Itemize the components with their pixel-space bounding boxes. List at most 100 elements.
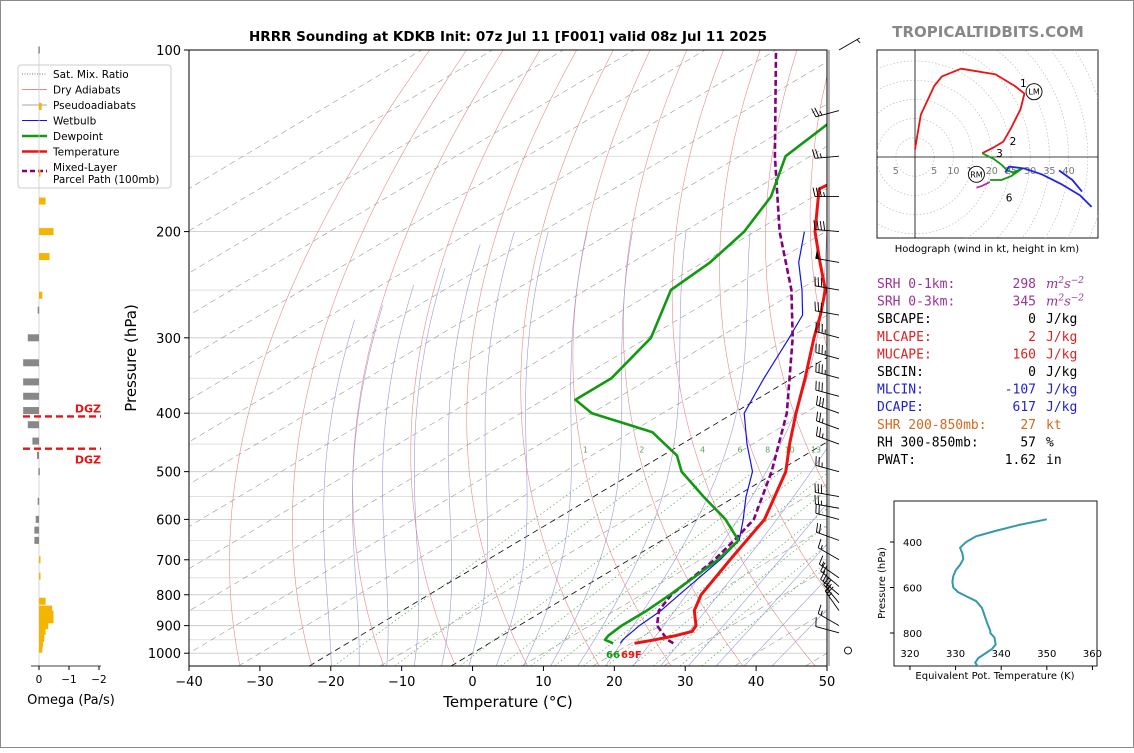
index-unit: J/kg <box>1046 330 1077 345</box>
y-tick-label: 600 <box>156 513 181 528</box>
omega-bar <box>23 393 39 400</box>
theta-e-y-tick-label: 800 <box>903 629 922 640</box>
barb-full-flag <box>815 108 819 116</box>
index-value: -107 <box>1005 383 1036 398</box>
mixing-ratio-line <box>531 472 781 666</box>
barb-staff <box>818 548 839 560</box>
barb-half-flag <box>822 433 823 438</box>
hodograph-height-label: 3 <box>996 148 1003 160</box>
dry-adiabat-line <box>672 50 815 666</box>
surface-dewpoint-label: 66 <box>606 650 620 661</box>
legend-label-parcel: Mixed-Layer <box>53 162 118 174</box>
moist-adiabat-line <box>442 244 481 666</box>
omega-bar <box>38 498 40 505</box>
index-value: 0 <box>1028 312 1036 327</box>
mixing-ratio-line <box>501 472 754 666</box>
barb-staff <box>818 614 839 626</box>
index-unit: m2s−2 <box>1046 294 1084 310</box>
index-label: RH 300-850mb: <box>877 435 979 450</box>
legend-label-wetbulb: Wetbulb <box>53 116 97 128</box>
barb-staff <box>816 436 839 444</box>
wind-barb <box>814 220 839 231</box>
moist-adiabat-line <box>605 232 750 666</box>
barb-half-flag <box>857 40 860 43</box>
theta-e-x-tick-label: 350 <box>1037 649 1056 660</box>
barb-full-flag <box>822 398 823 407</box>
barb-staff <box>816 405 839 413</box>
wind-barb <box>816 427 839 444</box>
index-label: SRH 0-1km: <box>877 277 955 292</box>
index-label: MLCIN: <box>877 383 924 398</box>
legend-label-dry: Dry Adiabats <box>53 85 121 97</box>
omega-tick-label: −1 <box>61 674 76 686</box>
dry-adiabat-line <box>521 50 614 666</box>
index-unit: J/kg <box>1046 365 1077 380</box>
moist-adiabat-line <box>469 232 515 666</box>
barb-staff <box>839 38 860 50</box>
x-tick-label: −30 <box>246 675 273 690</box>
barb-staff <box>816 421 839 429</box>
omega-bar <box>39 170 41 177</box>
x-tick-label: −20 <box>317 675 344 690</box>
index-unit: % <box>1046 435 1054 450</box>
mixing-ratio-line <box>395 472 656 666</box>
index-unit: kt <box>1046 418 1062 433</box>
moist-adiabat-line <box>523 232 587 666</box>
index-unit: in <box>1046 453 1062 468</box>
wind-barb <box>816 412 839 429</box>
skewt-plot-frame <box>189 50 827 666</box>
barb-full-flag <box>819 524 820 533</box>
barb-half-flag <box>824 192 825 197</box>
wind-barb <box>845 647 852 654</box>
omega-bar <box>38 47 40 54</box>
index-label: SBCAPE: <box>877 312 932 327</box>
x-tick-label: −10 <box>388 675 415 690</box>
hodograph-height-label: 6 <box>1006 192 1013 204</box>
storm-motion-label: LM <box>1028 88 1039 97</box>
hodograph-frame <box>877 50 1098 238</box>
y-tick-label: 100 <box>156 44 181 59</box>
brand-watermark: TROPICALTIDBITS.COM <box>892 23 1084 41</box>
dgz-label: DGZ <box>75 454 101 467</box>
barb-full-flag <box>816 149 819 158</box>
y-tick-label: 800 <box>156 589 181 604</box>
index-value: 345 <box>1013 295 1036 310</box>
index-unit: m2s−2 <box>1046 276 1084 292</box>
dry-adiabat-line <box>353 50 504 666</box>
y-tick-label: 200 <box>156 226 181 241</box>
wind-barb <box>839 38 860 50</box>
mixing-ratio-label: 13 <box>811 446 821 455</box>
index-unit: J/kg <box>1046 383 1077 398</box>
mixing-ratio-label: 6 <box>737 446 742 455</box>
theta-e-x-tick-label: 340 <box>992 649 1011 660</box>
legend-label-parcel-line2: Parcel Path (100mb) <box>53 174 159 186</box>
omega-bar <box>39 573 41 580</box>
index-label: SBCIN: <box>877 365 924 380</box>
omega-bar <box>23 378 39 385</box>
x-tick-label: 30 <box>677 675 694 690</box>
omega-bar <box>38 307 40 314</box>
y-tick-label: 300 <box>156 332 181 347</box>
index-value: 27 <box>1020 418 1036 433</box>
omega-bar <box>34 527 39 534</box>
index-label: MUCAPE: <box>877 347 932 362</box>
barb-full-flag <box>823 221 824 230</box>
barb-full-flag <box>819 397 820 406</box>
omega-bar <box>23 407 39 414</box>
omega-bar <box>39 198 46 205</box>
y-tick-label: 900 <box>156 620 181 635</box>
omega-bar <box>23 359 39 366</box>
dry-adiabat-line <box>623 50 743 666</box>
omega-tick-label: −2 <box>91 674 106 686</box>
wind-barb <box>816 523 839 540</box>
skewt-y-axis-label: Pressure (hPa) <box>122 304 140 412</box>
hodograph-caption: Hodograph (wind in kt, height in km) <box>895 244 1080 255</box>
barb-full-flag <box>818 605 821 614</box>
calm-wind-circle <box>845 647 852 654</box>
barb-full-flag <box>819 413 820 422</box>
omega-bar <box>37 452 39 459</box>
